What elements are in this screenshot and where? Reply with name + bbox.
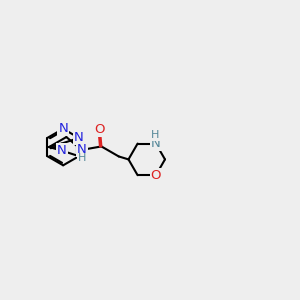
Text: H: H xyxy=(151,130,160,140)
Text: N: N xyxy=(77,143,87,156)
Text: N: N xyxy=(57,144,67,157)
Text: H: H xyxy=(77,153,86,163)
Text: N: N xyxy=(58,122,68,135)
Text: O: O xyxy=(151,169,161,182)
Text: N: N xyxy=(74,131,84,144)
Text: O: O xyxy=(95,123,105,136)
Text: N: N xyxy=(151,137,161,150)
